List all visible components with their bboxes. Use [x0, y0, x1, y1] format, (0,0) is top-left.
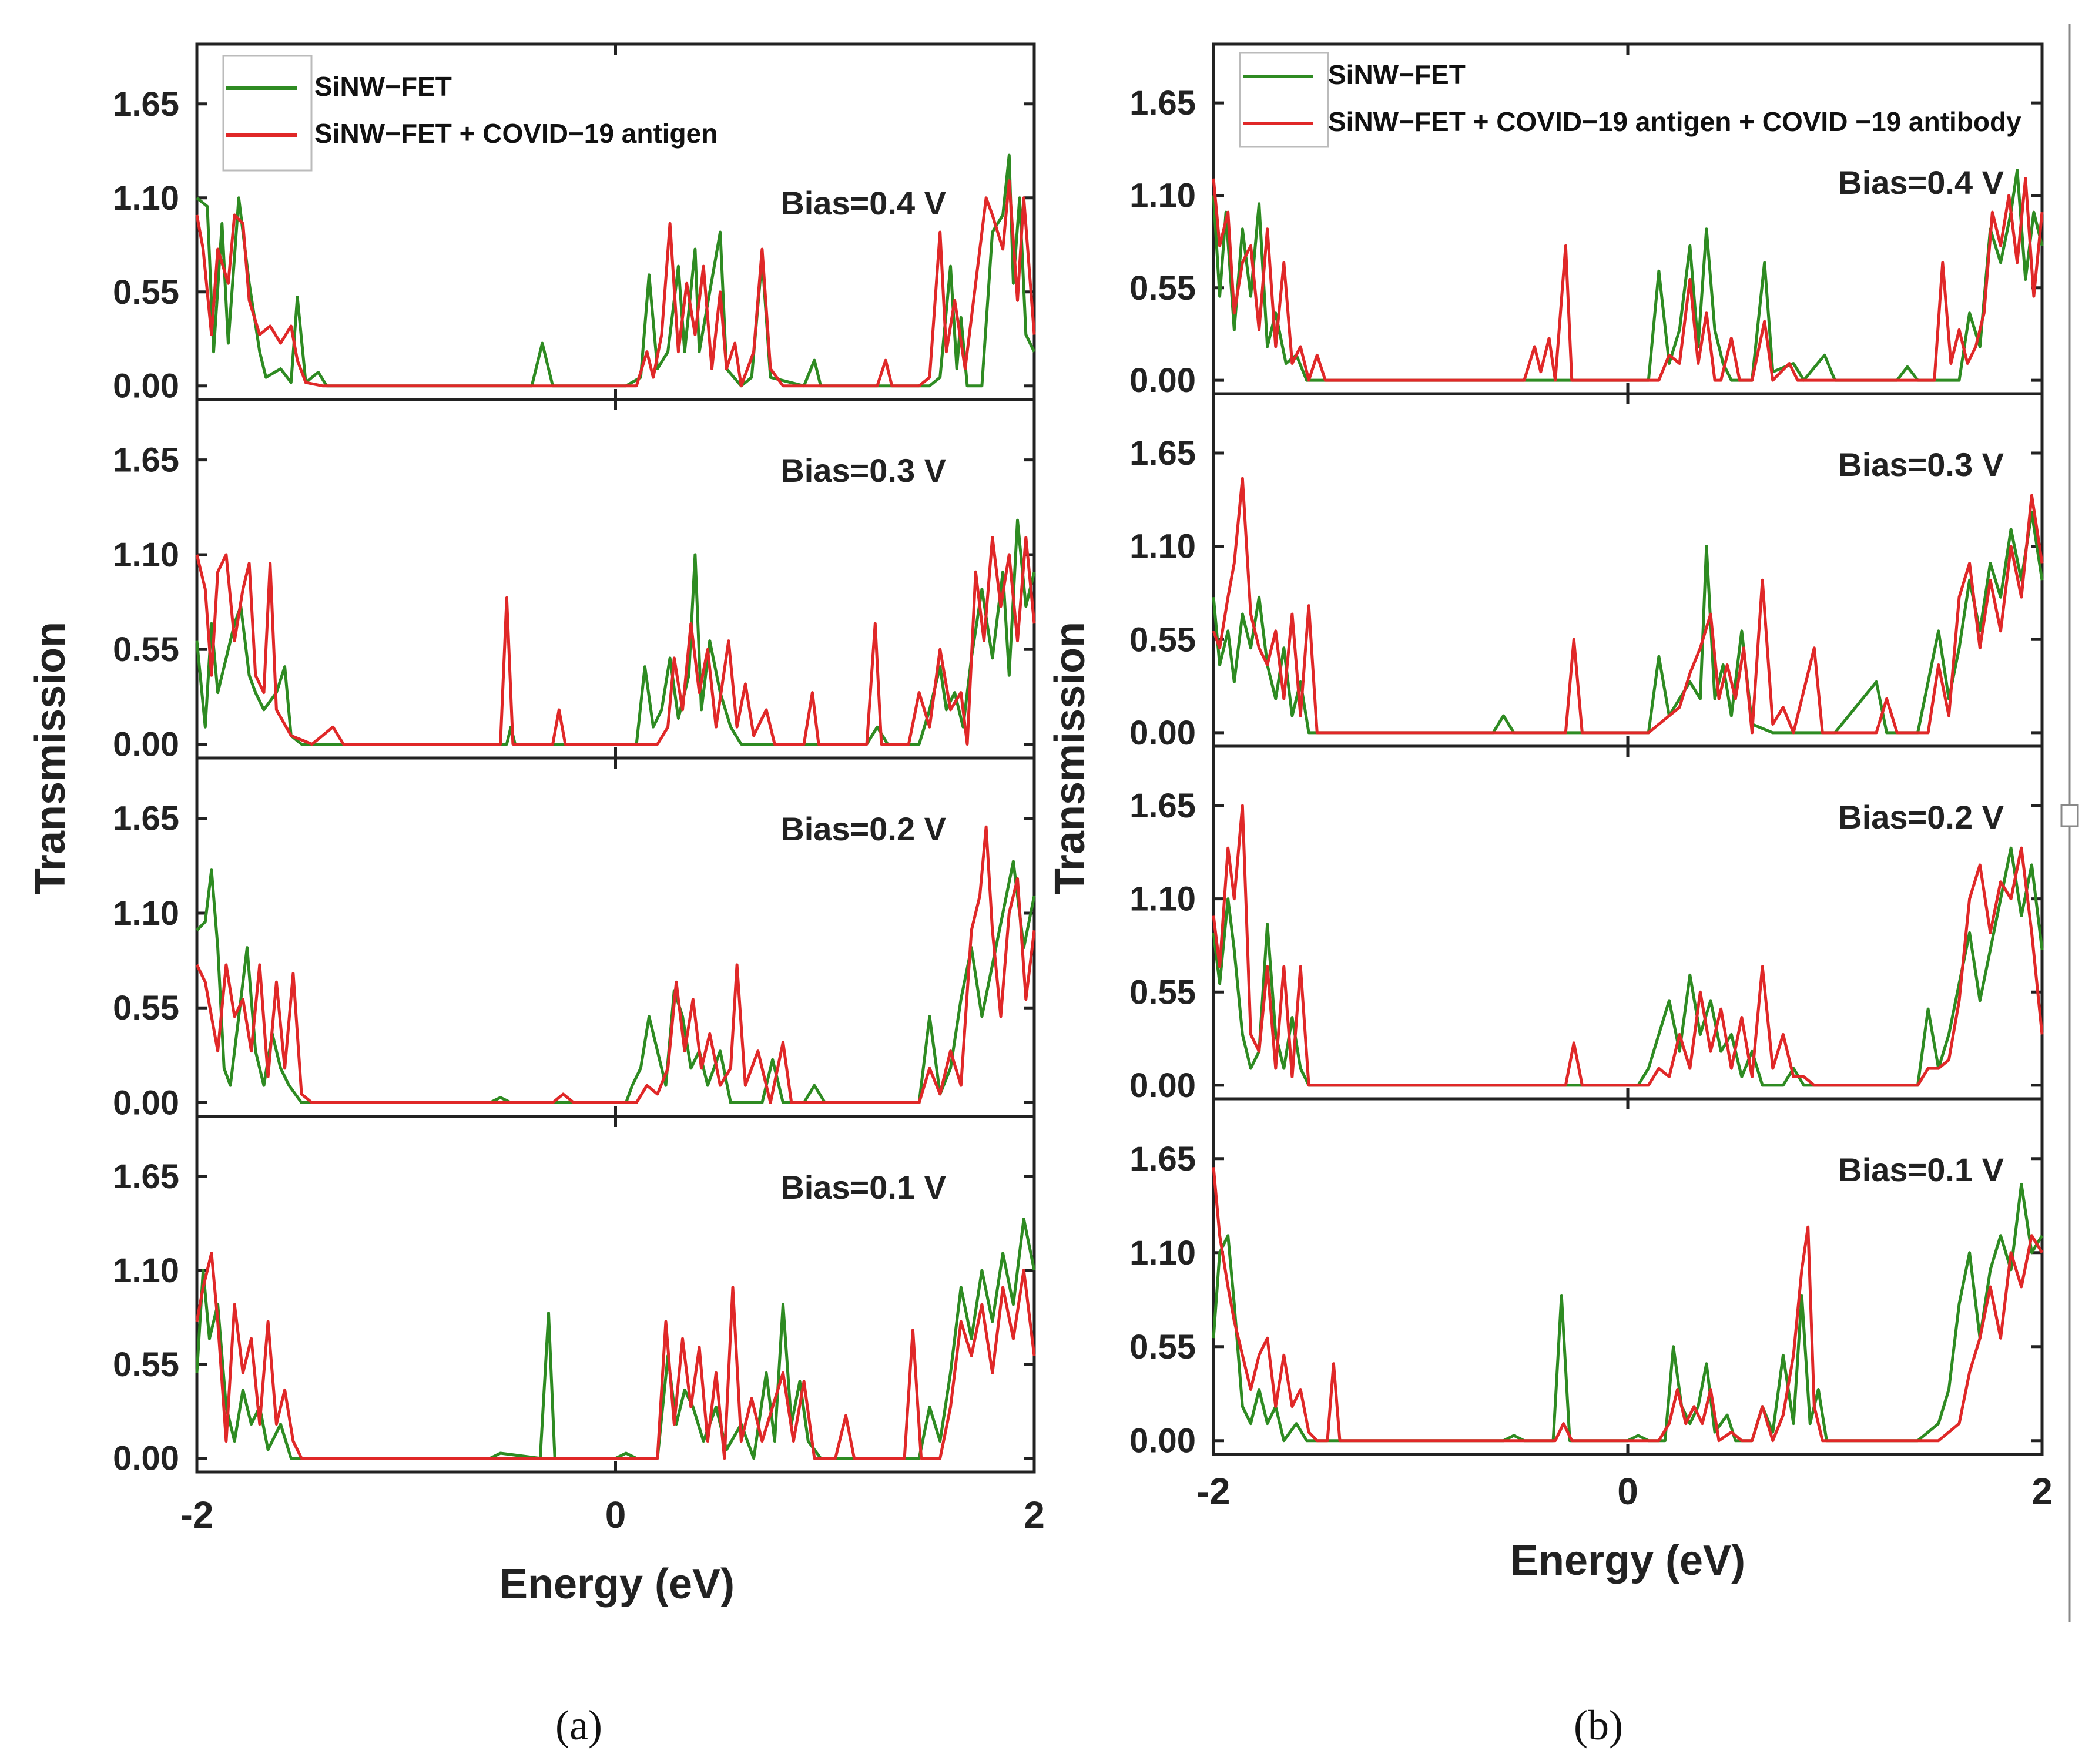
y-tick-label: 0.55: [113, 631, 179, 669]
y-tick-label: 0.00: [1129, 361, 1196, 400]
y-tick-label: 1.10: [113, 1252, 179, 1290]
panel-b-4: 0.00 0.55 1.10 1.65 Bias=0.1 V: [1129, 1097, 2044, 1460]
bias-label: Bias=0.4 V: [780, 185, 946, 222]
series-line-sinw-fet: [1212, 511, 2044, 735]
y-tick-label: 1.10: [113, 179, 179, 217]
bias-label: Bias=0.4 V: [1838, 164, 2004, 201]
y-tick-label: 1.10: [1129, 176, 1196, 214]
y-tick-label: 0.00: [113, 726, 179, 764]
y-tick-label: 0.55: [113, 989, 179, 1027]
panel-a-1: 0.00 0.55 1.10 1.65 Bias=0.4 V: [113, 42, 1036, 405]
y-tick-label: 0.55: [1129, 621, 1196, 659]
y-tick-label: 1.10: [113, 894, 179, 933]
y-tick-label: 0.00: [1129, 714, 1196, 752]
y-tick-label: 1.10: [113, 536, 179, 574]
x-axis-title: Energy (eV): [1510, 1537, 1745, 1584]
x-tick-label: 0: [1617, 1470, 1638, 1513]
bias-label: Bias=0.2 V: [780, 810, 946, 847]
y-axis-title: Transmission: [1047, 622, 1094, 894]
y-tick-label: 0.55: [1129, 973, 1196, 1011]
page-decorations: [2060, 24, 2079, 1622]
legend: SiNW−FET SiNW−FET + COVID−19 antigen: [222, 55, 718, 172]
y-tick-label: 0.00: [1129, 1422, 1196, 1460]
series-line-sinw-fet-complex: [195, 179, 1036, 388]
panel-b-3: 0.00 0.55 1.10 1.65 Bias=0.2 V: [1129, 744, 2044, 1105]
y-tick-label: 1.65: [113, 85, 179, 123]
y-tick-label: 1.65: [113, 1158, 179, 1196]
series-line-sinw-fet-complex: [1212, 477, 2044, 735]
bias-label: Bias=0.3 V: [1838, 446, 2004, 483]
y-tick-label: 0.00: [113, 1440, 179, 1478]
series-line-sinw-fet: [1212, 1182, 2044, 1443]
bias-label: Bias=0.3 V: [780, 452, 946, 489]
y-tick-label: 1.65: [1129, 787, 1196, 825]
y-tick-label: 1.10: [1129, 1234, 1196, 1272]
panel-a-4: 0.00 0.55 1.10 1.65 Bias=0.1 V: [113, 1115, 1036, 1478]
panel-a-3: 0.00 0.55 1.10 1.65 Bias=0.2 V: [113, 756, 1036, 1122]
x-tick-label: 2: [2031, 1470, 2053, 1513]
y-tick-label: 1.65: [113, 441, 179, 479]
legend-box: [222, 55, 313, 172]
x-tick-label: -2: [180, 1494, 214, 1536]
legend-label: SiNW−FET + COVID−19 antigen: [314, 118, 718, 149]
resize-handle: [2060, 804, 2079, 827]
bias-label: Bias=0.1 V: [1838, 1151, 2004, 1188]
legend: SiNW−FET SiNW−FET + COVID−19 antigen + CO…: [1239, 52, 2021, 148]
x-axis-title: Energy (eV): [499, 1561, 735, 1608]
bias-label: Bias=0.2 V: [1838, 799, 2004, 836]
y-tick-label: 0.00: [113, 1084, 179, 1122]
y-tick-label: 0.00: [1129, 1067, 1196, 1105]
y-tick-label: 0.55: [1129, 269, 1196, 307]
series-line-sinw-fet-complex: [1212, 804, 2044, 1087]
legend-label: SiNW−FET + COVID−19 antigen + COVID −19 …: [1328, 106, 2021, 137]
y-tick-label: 1.10: [1129, 528, 1196, 566]
y-tick-label: 0.55: [113, 273, 179, 311]
y-tick-label: 1.65: [1129, 434, 1196, 472]
caption-b: (b): [1574, 1702, 1623, 1749]
series-line-sinw-fet-complex: [1212, 177, 2044, 382]
series-line-sinw-fet: [195, 518, 1036, 746]
y-tick-label: 1.10: [1129, 880, 1196, 918]
series-line-sinw-fet-complex: [195, 1252, 1036, 1460]
x-tick-label: 0: [605, 1494, 626, 1536]
y-tick-label: 1.65: [1129, 1140, 1196, 1178]
chart-a: 0.00 0.55 1.10 1.65 Bias=0.4 V 0.00 0.55 1.10 1.…: [27, 42, 1045, 1749]
caption-a: (a): [555, 1702, 602, 1749]
y-tick-label: 1.65: [1129, 84, 1196, 122]
y-axis-title: Transmission: [27, 622, 74, 894]
legend-label: SiNW−FET: [1328, 59, 1466, 90]
y-tick-label: 0.55: [113, 1346, 179, 1384]
x-tick-label: -2: [1197, 1470, 1231, 1513]
y-tick-label: 0.00: [113, 367, 179, 405]
legend-box: [1239, 52, 1329, 148]
panel-b-2: 0.00 0.55 1.10 1.65 Bias=0.3 V: [1129, 392, 2044, 752]
series-line-sinw-fet-complex: [1212, 1167, 2044, 1443]
x-tick-label: 2: [1024, 1494, 1045, 1536]
y-tick-label: 1.65: [113, 800, 179, 838]
legend-label: SiNW−FET: [314, 71, 452, 102]
chart-b: 0.00 0.55 1.10 1.65 Bias=0.4 V 0.00 0.55 1.10 1.…: [1047, 42, 2053, 1749]
y-tick-label: 0.55: [1129, 1328, 1196, 1366]
bias-label: Bias=0.1 V: [780, 1169, 946, 1206]
series-line-sinw-fet-complex: [195, 536, 1036, 746]
series-line-sinw-fet-complex: [195, 825, 1036, 1104]
